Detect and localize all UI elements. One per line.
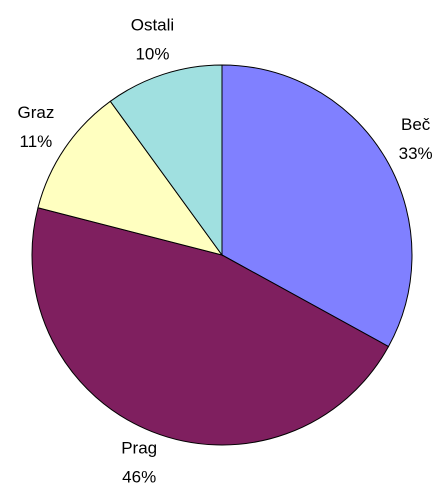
slice-value-label: 11%: [20, 132, 53, 151]
slice-label: Prag: [121, 439, 157, 458]
pie-slice: [37, 100, 224, 256]
pie-slice: [31, 207, 390, 446]
slice-value-label: 10%: [135, 44, 169, 63]
pie-slice: [109, 64, 223, 257]
pie-slice: [221, 64, 413, 348]
slice-label: Ostali: [131, 15, 174, 34]
slice-label: Beč: [401, 115, 431, 134]
slice-label: Graz: [17, 103, 54, 122]
slice-value-label: 33%: [399, 144, 433, 163]
slice-value-label: 46%: [122, 468, 156, 487]
